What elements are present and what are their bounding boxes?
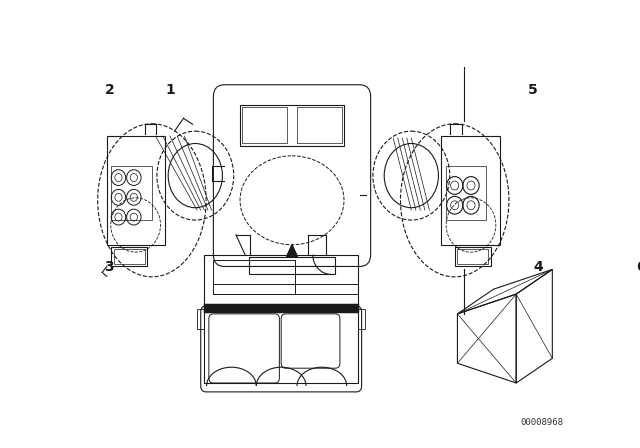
Bar — [107, 136, 166, 245]
Bar — [204, 304, 358, 312]
Bar — [358, 309, 365, 329]
Bar — [441, 136, 500, 245]
Text: 1: 1 — [165, 83, 175, 97]
Text: 5: 5 — [527, 83, 538, 97]
Bar — [445, 166, 486, 220]
Text: 6: 6 — [636, 260, 640, 275]
Bar — [111, 247, 147, 267]
Bar — [204, 304, 358, 312]
Text: 3: 3 — [104, 260, 115, 275]
Text: 2: 2 — [104, 83, 115, 97]
Bar — [458, 249, 488, 264]
Bar — [248, 257, 335, 274]
Bar — [296, 108, 342, 143]
Bar — [239, 104, 344, 146]
Bar — [197, 309, 204, 329]
Polygon shape — [287, 245, 298, 257]
Bar — [213, 259, 295, 294]
Bar — [111, 166, 152, 220]
Bar — [114, 249, 145, 264]
Bar — [243, 108, 287, 143]
Text: 4: 4 — [533, 260, 543, 275]
Bar — [454, 247, 491, 267]
Bar — [204, 254, 358, 383]
Text: 00008968: 00008968 — [520, 418, 563, 427]
